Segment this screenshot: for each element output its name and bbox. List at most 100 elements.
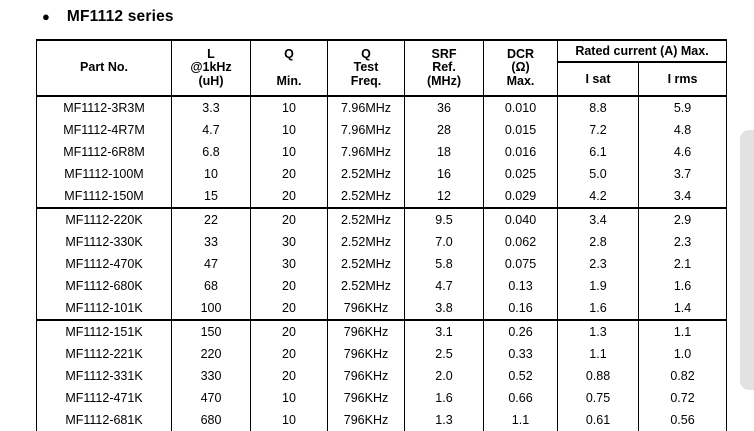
cell-part_no: MF1112-6R8M [36, 141, 172, 163]
table-row: MF1112-150M 15 20 2.52MHz 12 0.029 4.2 3.4 [36, 185, 728, 209]
cell-i_sat: 5.0 [557, 163, 639, 185]
cell-q_min: 20 [250, 320, 328, 343]
cell-l_1khz_uh: 33 [171, 231, 251, 253]
table-row: MF1112-331K 330 20 796KHz 2.0 0.52 0.88 0.82 [36, 365, 728, 387]
col-header-dcr-line1: DCR [506, 46, 535, 61]
cell-q_test_freq: 796KHz [327, 343, 405, 365]
cell-i_rms: 2.3 [637, 231, 728, 253]
col-header-q-test-freq: Q Test Freq. [327, 40, 405, 97]
cell-q_test_freq: 2.52MHz [327, 231, 405, 253]
cell-i_sat: 2.8 [557, 231, 639, 253]
cell-part_no: MF1112-220K [36, 208, 172, 231]
cell-i_sat: 8.8 [557, 96, 639, 119]
cell-i_rms: 1.1 [637, 320, 728, 343]
cell-i_sat: 7.2 [557, 119, 639, 141]
cell-dcr_max: 0.66 [483, 387, 558, 409]
cell-q_test_freq: 2.52MHz [327, 185, 405, 209]
cell-i_rms: 2.9 [637, 208, 728, 231]
cell-i_rms: 5.9 [637, 96, 728, 119]
cell-i_rms: 0.56 [637, 409, 728, 431]
cell-i_sat: 2.3 [557, 253, 639, 275]
cell-dcr_max: 0.13 [483, 275, 558, 297]
col-header-q-min-line1: Q [284, 46, 294, 61]
cell-i_sat: 1.6 [557, 297, 639, 321]
cell-q_min: 20 [250, 365, 328, 387]
cell-srf_ref_mhz: 12 [404, 185, 484, 209]
cell-part_no: MF1112-330K [36, 231, 172, 253]
cell-part_no: MF1112-4R7M [36, 119, 172, 141]
col-header-q-min-line2 [251, 61, 327, 75]
cell-q_min: 10 [250, 96, 328, 119]
cell-part_no: MF1112-681K [36, 409, 172, 431]
cell-srf_ref_mhz: 4.7 [404, 275, 484, 297]
cell-q_min: 10 [250, 387, 328, 409]
col-header-l-line2: @1kHz [190, 60, 232, 75]
cell-l_1khz_uh: 10 [171, 163, 251, 185]
cell-part_no: MF1112-331K [36, 365, 172, 387]
cell-srf_ref_mhz: 2.5 [404, 343, 484, 365]
cell-l_1khz_uh: 4.7 [171, 119, 251, 141]
cell-srf_ref_mhz: 1.6 [404, 387, 484, 409]
cell-srf_ref_mhz: 18 [404, 141, 484, 163]
cell-l_1khz_uh: 330 [171, 365, 251, 387]
cell-srf_ref_mhz: 3.8 [404, 297, 484, 321]
cell-i_sat: 4.2 [557, 185, 639, 209]
cell-i_rms: 1.6 [637, 275, 728, 297]
col-header-i-rms: I rms [637, 62, 728, 97]
cell-q_test_freq: 2.52MHz [327, 208, 405, 231]
cell-dcr_max: 0.029 [483, 185, 558, 209]
spec-table-wrap: Part No. L @1kHz (uH) Q Min. Q Test [36, 39, 730, 431]
cell-q_min: 10 [250, 119, 328, 141]
col-header-srf: SRF Ref. (MHz) [404, 40, 484, 97]
col-header-srf-line1: SRF [431, 46, 457, 61]
cell-dcr_max: 0.062 [483, 231, 558, 253]
cell-dcr_max: 0.16 [483, 297, 558, 321]
cell-srf_ref_mhz: 7.0 [404, 231, 484, 253]
spec-table: Part No. L @1kHz (uH) Q Min. Q Test [36, 39, 728, 431]
cell-i_sat: 6.1 [557, 141, 639, 163]
cell-i_rms: 4.6 [637, 141, 728, 163]
col-header-q-min: Q Min. [250, 40, 328, 97]
cell-l_1khz_uh: 100 [171, 297, 251, 321]
col-header-rated-current: Rated current (A) Max. [556, 40, 728, 63]
cell-i_rms: 4.8 [637, 119, 728, 141]
cell-srf_ref_mhz: 36 [404, 96, 484, 119]
cell-q_test_freq: 2.52MHz [327, 275, 405, 297]
cell-q_min: 30 [250, 231, 328, 253]
col-header-dcr-line3: Max. [506, 73, 535, 88]
cell-q_min: 20 [250, 163, 328, 185]
col-header-q-test-line1: Q [361, 46, 371, 61]
cell-i_rms: 3.7 [637, 163, 728, 185]
cell-dcr_max: 0.33 [483, 343, 558, 365]
cell-q_test_freq: 796KHz [327, 365, 405, 387]
col-header-l-1khz: L @1kHz (uH) [171, 40, 251, 97]
cell-q_test_freq: 796KHz [327, 409, 405, 431]
cell-part_no: MF1112-680K [36, 275, 172, 297]
cell-i_sat: 0.88 [557, 365, 639, 387]
cell-part_no: MF1112-100M [36, 163, 172, 185]
cell-srf_ref_mhz: 1.3 [404, 409, 484, 431]
col-header-q-test-line2: Test [353, 60, 379, 75]
cell-dcr_max: 0.010 [483, 96, 558, 119]
cell-q_test_freq: 2.52MHz [327, 163, 405, 185]
cell-q_test_freq: 796KHz [327, 297, 405, 321]
table-row: MF1112-470K 47 30 2.52MHz 5.8 0.075 2.3 2.1 [36, 253, 728, 275]
cell-i_rms: 3.4 [637, 185, 728, 209]
section-title-text: MF1112 series [66, 8, 174, 25]
cell-l_1khz_uh: 15 [171, 185, 251, 209]
cell-part_no: MF1112-101K [36, 297, 172, 321]
cell-srf_ref_mhz: 2.0 [404, 365, 484, 387]
table-row: MF1112-220K 22 20 2.52MHz 9.5 0.040 3.4 2.9 [36, 208, 728, 231]
cell-srf_ref_mhz: 16 [404, 163, 484, 185]
cell-i_sat: 1.1 [557, 343, 639, 365]
cell-l_1khz_uh: 3.3 [171, 96, 251, 119]
cell-i_rms: 0.82 [637, 365, 728, 387]
side-pull-tab[interactable] [740, 130, 754, 390]
col-header-q-test-line3: Freq. [350, 73, 382, 88]
col-header-srf-line3: (MHz) [426, 73, 461, 88]
cell-dcr_max: 0.26 [483, 320, 558, 343]
cell-q_test_freq: 796KHz [327, 320, 405, 343]
cell-l_1khz_uh: 150 [171, 320, 251, 343]
cell-srf_ref_mhz: 5.8 [404, 253, 484, 275]
